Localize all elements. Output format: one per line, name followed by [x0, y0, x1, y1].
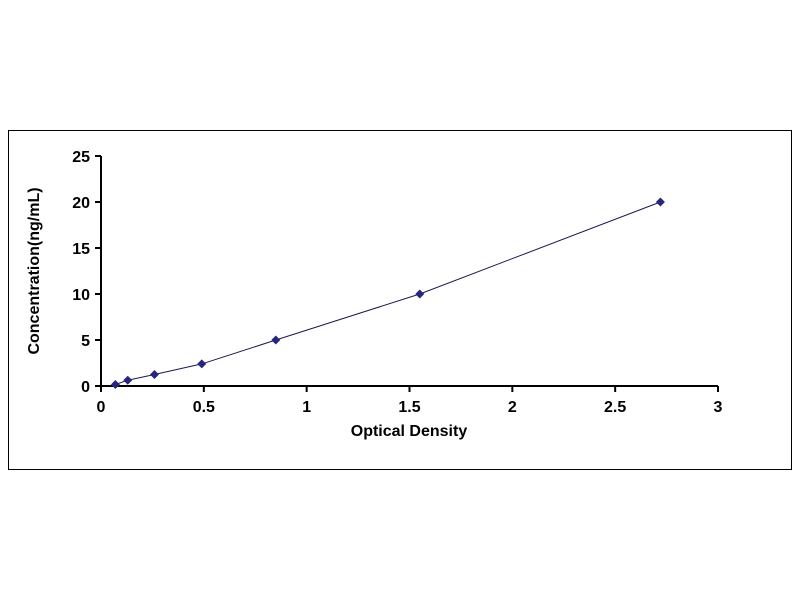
- y-tick-label: 25: [72, 149, 90, 166]
- x-tick-label: 2: [508, 399, 517, 416]
- x-tick-label: 0.5: [193, 399, 215, 416]
- y-tick-label: 15: [72, 241, 90, 258]
- data-point-marker: [123, 375, 133, 385]
- chart-plot-area: 0 0.5 1 1.5 2 2.5 3 0 5 10 15 20 25: [72, 149, 722, 416]
- data-point-marker: [149, 370, 159, 379]
- y-tick-label: 5: [81, 333, 90, 350]
- y-tick-label: 10: [72, 287, 90, 304]
- data-point-marker: [110, 380, 120, 390]
- y-axis-label: Concentration(ng/mL): [26, 187, 43, 354]
- x-tick-label: 0: [97, 399, 106, 416]
- series-line: [115, 201, 661, 385]
- data-point-marker: [655, 197, 665, 207]
- x-axis-label: Optical Density: [351, 423, 468, 440]
- standard-curve-chart: Concentration(ng/mL) Optical Density 0 0.…: [26, 149, 723, 440]
- y-tick-label: 20: [72, 195, 90, 212]
- data-point-marker: [197, 359, 207, 369]
- x-tick-label: 2.5: [604, 399, 626, 416]
- data-point-marker: [415, 289, 425, 299]
- x-tick-label: 3: [714, 399, 723, 416]
- chart-frame: Concentration(ng/mL) Optical Density 0 0.…: [8, 130, 792, 470]
- x-tick-label: 1: [302, 399, 311, 416]
- data-point-marker: [271, 335, 281, 345]
- x-tick-label: 1.5: [398, 399, 420, 416]
- y-tick-label: 0: [81, 379, 90, 396]
